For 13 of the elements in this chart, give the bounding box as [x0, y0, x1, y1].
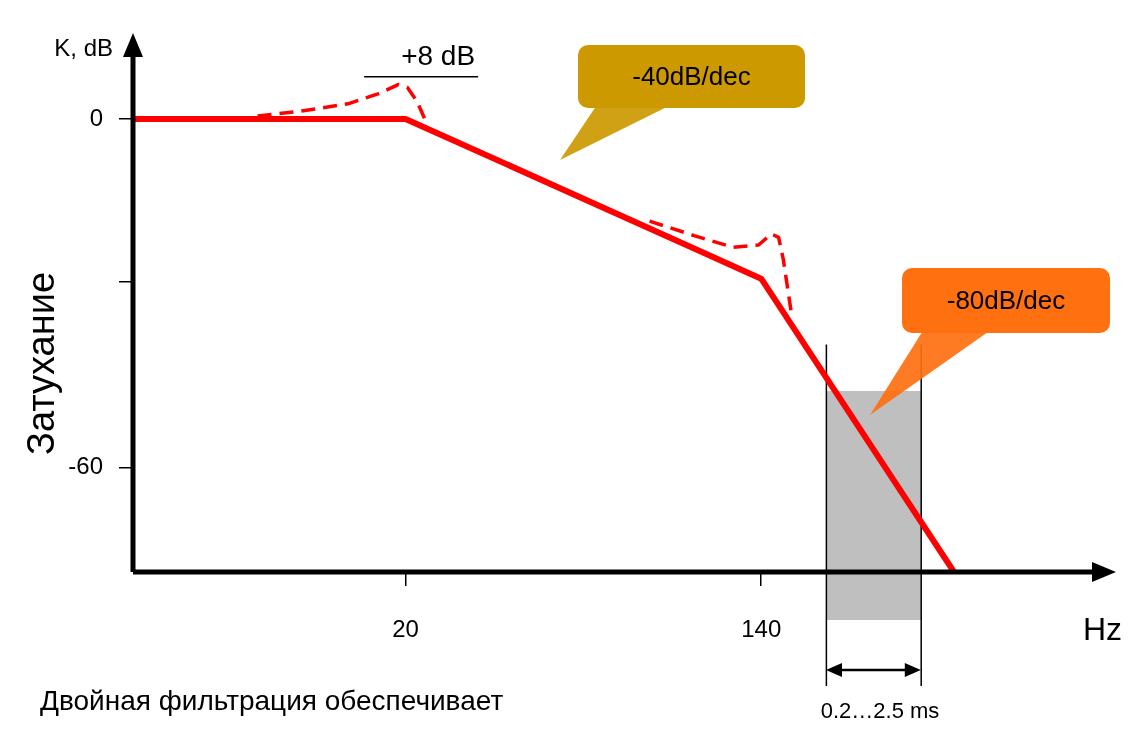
y-tick-label: -60: [68, 452, 103, 480]
y-axis-title: Затухание: [20, 271, 62, 456]
x-tick-label: 20: [392, 615, 419, 643]
annotation: -80dB/dec: [902, 268, 1110, 333]
text: 0.2…2.5 ms: [820, 698, 940, 725]
text: Двойная фильтрация обеспечивает: [40, 684, 504, 718]
y-tick-label: 0: [89, 103, 103, 131]
speech-bubble: -80dB/dec: [870, 268, 1110, 415]
x-axis-title: Hz: [1082, 611, 1122, 647]
text: K, dB: [54, 34, 113, 63]
annotation: -40dB/dec: [578, 45, 805, 108]
annotation: +8 dB: [401, 39, 476, 71]
x-tick-label: 140: [741, 615, 782, 643]
